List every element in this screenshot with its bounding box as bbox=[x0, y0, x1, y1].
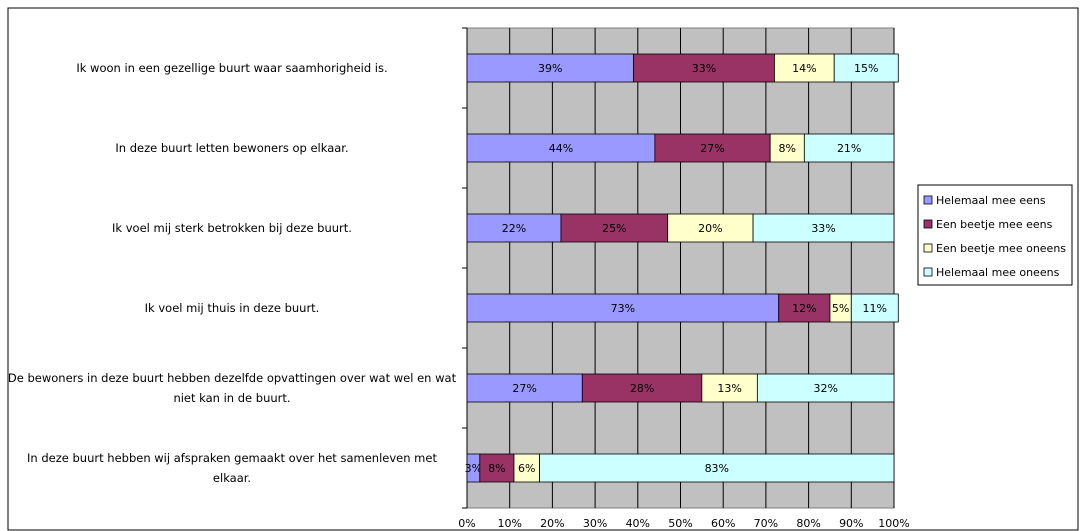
legend-swatch bbox=[923, 267, 933, 277]
legend-swatch bbox=[923, 243, 933, 253]
bar-segment bbox=[774, 53, 835, 83]
bar-segment bbox=[539, 453, 895, 483]
legend-label: Helemaal mee oneens bbox=[936, 266, 1060, 279]
bar-segment bbox=[803, 133, 895, 163]
data-label: 44% bbox=[549, 142, 573, 155]
y-tick-label: Ik woon in een gezellige buurt waar saam… bbox=[76, 61, 388, 75]
data-label: 22% bbox=[502, 222, 526, 235]
bar-segment bbox=[633, 53, 775, 83]
data-label: 11% bbox=[863, 302, 887, 315]
data-label: 28% bbox=[630, 382, 654, 395]
data-label: 8% bbox=[488, 462, 505, 475]
data-label: 13% bbox=[717, 382, 741, 395]
y-tick-label: In deze buurt letten bewoners op elkaar. bbox=[115, 141, 349, 155]
x-tick-label: 60% bbox=[711, 517, 735, 530]
bar-segment bbox=[850, 293, 899, 323]
x-tick-label: 70% bbox=[754, 517, 778, 530]
bar-segment bbox=[581, 373, 703, 403]
x-tick-label: 40% bbox=[626, 517, 650, 530]
data-label: 39% bbox=[538, 62, 562, 75]
bar-segment bbox=[466, 373, 583, 403]
data-label: 32% bbox=[813, 382, 837, 395]
y-tick-label: In deze buurt hebben wij afspraken gemaa… bbox=[27, 451, 437, 485]
data-label: 33% bbox=[692, 62, 716, 75]
bar-segment bbox=[466, 133, 656, 163]
x-tick-label: 50% bbox=[668, 517, 692, 530]
y-tick-label: Ik voel mij thuis in deze buurt. bbox=[144, 301, 320, 315]
bar-segment bbox=[833, 53, 899, 83]
legend-box bbox=[917, 184, 1073, 286]
x-tick-label: 90% bbox=[839, 517, 863, 530]
bar-segment bbox=[769, 133, 805, 163]
data-label: 83% bbox=[705, 462, 729, 475]
data-label: 14% bbox=[792, 62, 816, 75]
data-label: 21% bbox=[837, 142, 861, 155]
legend-swatch bbox=[923, 195, 933, 205]
y-tick-label: Ik voel mij sterk betrokken bij deze buu… bbox=[112, 221, 352, 235]
x-tick-label: 10% bbox=[497, 517, 521, 530]
bar-segment bbox=[752, 213, 895, 243]
y-tick-label: De bewoners in deze buurt hebben dezelfd… bbox=[7, 371, 457, 405]
data-label: 33% bbox=[811, 222, 835, 235]
x-tick-label: 100% bbox=[878, 517, 909, 530]
x-tick-label: 0% bbox=[458, 517, 475, 530]
x-tick-label: 80% bbox=[796, 517, 820, 530]
legend-swatch bbox=[923, 219, 933, 229]
x-tick-label: 30% bbox=[583, 517, 607, 530]
data-label: 3% bbox=[465, 462, 482, 475]
legend-label: Helemaal mee eens bbox=[936, 194, 1046, 207]
data-label: 25% bbox=[602, 222, 626, 235]
data-label: 15% bbox=[854, 62, 878, 75]
data-label: 8% bbox=[779, 142, 796, 155]
data-label: 27% bbox=[700, 142, 724, 155]
data-label: 12% bbox=[792, 302, 816, 315]
x-tick-label: 20% bbox=[540, 517, 564, 530]
bar-segment bbox=[756, 373, 895, 403]
data-label: 20% bbox=[698, 222, 722, 235]
bar-segment bbox=[778, 293, 831, 323]
data-label: 73% bbox=[611, 302, 635, 315]
data-label: 6% bbox=[518, 462, 535, 475]
data-label: 27% bbox=[512, 382, 536, 395]
legend-label: Een beetje mee eens bbox=[936, 218, 1053, 231]
bar-segment bbox=[560, 213, 669, 243]
data-label: 5% bbox=[832, 302, 849, 315]
bar-segment bbox=[466, 213, 562, 243]
bar-segment bbox=[513, 453, 540, 483]
bar-segment bbox=[701, 373, 758, 403]
bar-segment bbox=[466, 293, 780, 323]
legend-label: Een beetje mee oneens bbox=[936, 242, 1066, 255]
bar-segment bbox=[654, 133, 771, 163]
